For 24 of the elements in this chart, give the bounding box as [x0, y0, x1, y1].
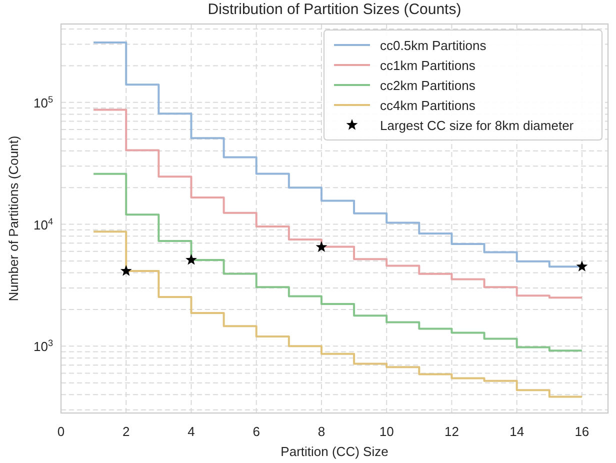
x-tick-label: 4 — [188, 424, 195, 439]
legend-label: cc4km Partitions — [380, 98, 476, 113]
y-tick-label: 10$^{5}$ — [33, 94, 53, 110]
y-tick-label: 10$^{4}$ — [33, 216, 53, 232]
x-tick-label: 10 — [379, 424, 394, 439]
x-tick-label: 14 — [510, 424, 524, 439]
point — [120, 264, 132, 276]
x-axis-title: Partition (CC) Size — [280, 444, 388, 459]
point — [186, 254, 197, 265]
x-tick-label: 2 — [122, 424, 130, 439]
legend-label: cc1km Partitions — [380, 58, 476, 73]
legend-label: Largest CC size for 8km diameter — [380, 118, 574, 133]
point — [316, 241, 328, 252]
point — [576, 260, 588, 272]
y-tick-label: 10$^{3}$ — [33, 338, 53, 354]
y-axis-title: Number of Partitions (Count) — [6, 136, 21, 302]
legend-label: cc2km Partitions — [380, 78, 476, 93]
x-tick-label: 16 — [574, 424, 590, 439]
x-tick-label: 6 — [252, 424, 260, 439]
x-tick-label: 0 — [57, 424, 65, 439]
legend-label: cc0.5km Partitions — [380, 38, 487, 53]
x-tick-label: 8 — [318, 424, 326, 439]
x-tick-label: 12 — [444, 424, 459, 439]
chart-title: Distribution of Partition Sizes (Counts) — [208, 1, 462, 18]
